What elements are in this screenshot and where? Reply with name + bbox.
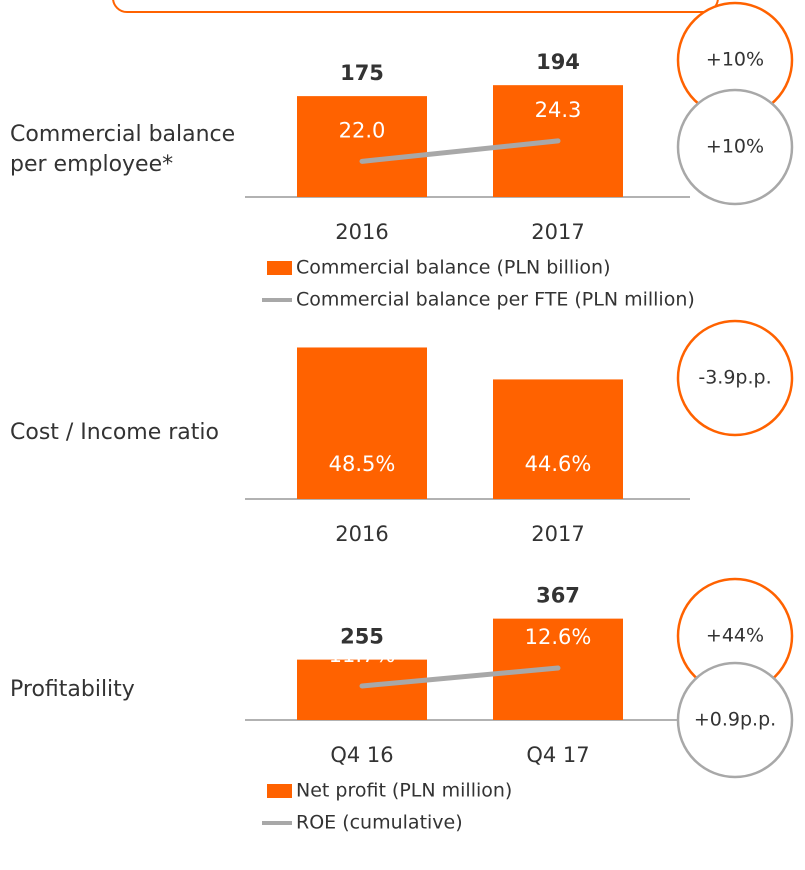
bar-value-label: 367 [536, 584, 580, 608]
bar-value-label: 194 [536, 50, 580, 74]
bar-value-label: 44.6% [525, 452, 592, 476]
row-label: Commercial balance per employee* [10, 122, 236, 177]
annotation-text: +10% [706, 136, 764, 158]
line-value-label: 12.6% [525, 625, 592, 649]
line-value-label: 22.0 [339, 118, 386, 142]
x-tick-label: 2017 [531, 522, 584, 546]
bar [493, 379, 623, 499]
x-tick-label: Q4 17 [526, 743, 589, 767]
bar-value-label: 175 [340, 61, 384, 85]
line [359, 138, 561, 164]
x-tick-label: 2016 [335, 522, 388, 546]
legend-label: Commercial balance (PLN billion) [296, 257, 610, 279]
annotation-circle [676, 661, 794, 779]
bar [297, 659, 427, 720]
bar-value-label: 48.5% [329, 452, 396, 476]
line-value-label: 11.7% [329, 643, 396, 667]
annotation-circle [676, 319, 794, 437]
row-label: Cost / Income ratio [10, 420, 219, 445]
bar [297, 347, 427, 499]
x-tick-label: 2016 [335, 220, 388, 244]
annotation-circle [676, 88, 794, 206]
legend-label: Net profit (PLN million) [296, 780, 512, 802]
bar-value-label: 255 [340, 625, 384, 649]
legend-label: ROE (cumulative) [296, 812, 463, 834]
legend-swatch [267, 261, 292, 275]
annotation-text: +44% [706, 625, 764, 647]
row-label: Profitability [10, 677, 135, 702]
legend-swatch [267, 784, 292, 798]
bar [297, 96, 427, 197]
legend-label: Commercial balance per FTE (PLN million) [296, 289, 695, 311]
line-value-label: 24.3 [535, 98, 582, 122]
x-tick-label: 2017 [531, 220, 584, 244]
annotation-text: -3.9p.p. [698, 367, 771, 389]
annotation-text: +0.9p.p. [694, 709, 776, 731]
annotation-text: +10% [706, 49, 764, 71]
x-tick-label: Q4 16 [330, 743, 393, 767]
line [359, 665, 561, 689]
header-box [112, 0, 719, 13]
